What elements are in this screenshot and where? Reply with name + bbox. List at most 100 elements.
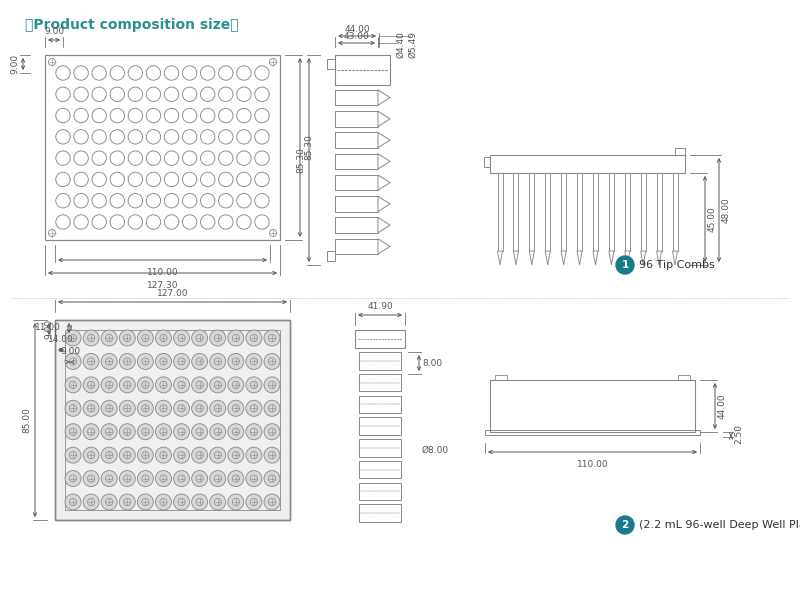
Circle shape: [228, 471, 244, 486]
Circle shape: [155, 401, 171, 416]
Circle shape: [138, 447, 154, 463]
Polygon shape: [378, 132, 390, 148]
Circle shape: [210, 353, 226, 370]
Bar: [55, 320, 290, 520]
Text: 127.00: 127.00: [157, 289, 188, 298]
Bar: [65, 330, 280, 510]
Circle shape: [138, 401, 154, 416]
Circle shape: [138, 353, 154, 370]
Circle shape: [83, 471, 99, 486]
Text: 2.50: 2.50: [734, 424, 743, 445]
Polygon shape: [625, 251, 630, 265]
Text: 》Product composition size「: 》Product composition size「: [25, 18, 238, 32]
Polygon shape: [514, 251, 518, 265]
Bar: [45, 55, 280, 240]
Polygon shape: [378, 111, 390, 126]
Bar: [359, 417, 401, 435]
Circle shape: [101, 447, 117, 463]
Circle shape: [246, 424, 262, 440]
Circle shape: [101, 330, 117, 346]
Circle shape: [101, 494, 117, 510]
Circle shape: [83, 353, 99, 370]
Bar: [359, 504, 401, 522]
Circle shape: [228, 377, 244, 393]
Text: 41.90: 41.90: [367, 302, 393, 311]
Bar: [359, 483, 401, 500]
Bar: [359, 439, 401, 457]
Bar: [335, 154, 378, 169]
Circle shape: [228, 353, 244, 370]
Circle shape: [65, 471, 81, 486]
Polygon shape: [641, 251, 646, 265]
Circle shape: [192, 353, 208, 370]
Circle shape: [119, 494, 135, 510]
Polygon shape: [378, 154, 390, 169]
Circle shape: [228, 330, 244, 346]
Text: 9.00: 9.00: [10, 54, 19, 74]
Circle shape: [119, 377, 135, 393]
Circle shape: [101, 377, 117, 393]
Circle shape: [210, 424, 226, 440]
Circle shape: [228, 424, 244, 440]
Circle shape: [138, 377, 154, 393]
Text: 110.00: 110.00: [577, 460, 608, 469]
Circle shape: [174, 424, 190, 440]
Bar: [359, 374, 401, 392]
Circle shape: [138, 494, 154, 510]
Circle shape: [246, 471, 262, 486]
Text: Ø4.40: Ø4.40: [396, 32, 405, 58]
Bar: [335, 239, 378, 254]
Circle shape: [264, 377, 280, 393]
Bar: [335, 218, 378, 233]
Text: 85.30: 85.30: [296, 147, 305, 173]
Circle shape: [119, 353, 135, 370]
Circle shape: [228, 494, 244, 510]
Text: 85.30: 85.30: [304, 135, 313, 160]
Text: 43.00: 43.00: [344, 32, 370, 41]
Circle shape: [264, 353, 280, 370]
Circle shape: [138, 330, 154, 346]
Bar: [359, 352, 401, 370]
Bar: [327, 59, 335, 69]
Bar: [335, 111, 378, 126]
Circle shape: [83, 401, 99, 416]
Circle shape: [174, 377, 190, 393]
Circle shape: [155, 424, 171, 440]
Circle shape: [246, 401, 262, 416]
Circle shape: [138, 471, 154, 486]
Circle shape: [83, 447, 99, 463]
Circle shape: [192, 447, 208, 463]
Circle shape: [119, 330, 135, 346]
Circle shape: [264, 330, 280, 346]
Polygon shape: [530, 251, 534, 265]
Bar: [327, 251, 335, 261]
Text: 14.00: 14.00: [48, 335, 74, 344]
Circle shape: [138, 424, 154, 440]
Circle shape: [264, 401, 280, 416]
Circle shape: [83, 330, 99, 346]
Circle shape: [101, 471, 117, 486]
Polygon shape: [378, 218, 390, 233]
Circle shape: [65, 401, 81, 416]
Bar: [485, 430, 700, 435]
Text: 11.00: 11.00: [35, 324, 61, 333]
Circle shape: [101, 401, 117, 416]
Circle shape: [65, 353, 81, 370]
Circle shape: [155, 494, 171, 510]
Circle shape: [65, 377, 81, 393]
Circle shape: [83, 377, 99, 393]
Circle shape: [264, 447, 280, 463]
Bar: [335, 175, 378, 190]
Circle shape: [155, 353, 171, 370]
Circle shape: [83, 424, 99, 440]
Circle shape: [616, 516, 634, 534]
Text: 45.00: 45.00: [708, 206, 717, 232]
Bar: [335, 196, 378, 212]
Bar: [495, 375, 507, 380]
Circle shape: [174, 401, 190, 416]
Polygon shape: [561, 251, 566, 265]
Circle shape: [174, 330, 190, 346]
Circle shape: [246, 353, 262, 370]
Circle shape: [246, 447, 262, 463]
Bar: [675, 148, 685, 155]
